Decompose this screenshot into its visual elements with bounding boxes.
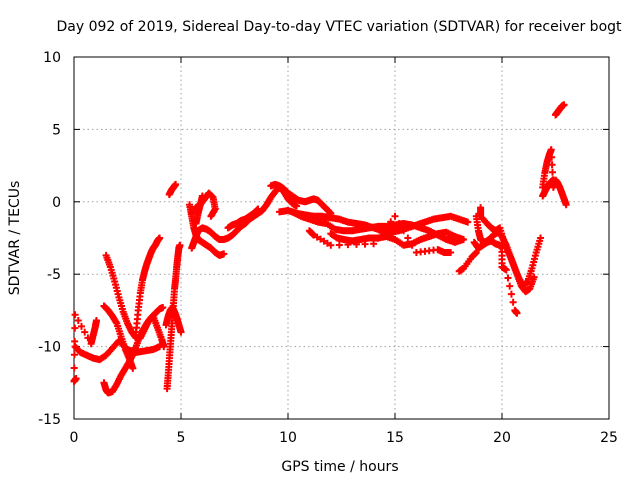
series-arc-X <box>539 146 570 209</box>
data-point <box>92 317 100 325</box>
data-point <box>77 322 85 330</box>
y-tick-labels: -15 -10 -5 0 5 10 <box>38 50 61 428</box>
series-arc-Z <box>552 101 568 119</box>
data-point <box>507 290 515 298</box>
data-point <box>400 227 408 235</box>
data-point <box>172 180 180 188</box>
data-point <box>81 328 89 336</box>
data-point <box>502 266 510 274</box>
series-arc-H <box>162 304 185 336</box>
data-point <box>537 234 545 242</box>
series-arc-T <box>455 248 480 275</box>
y-tick-label: 5 <box>52 122 61 138</box>
data-point <box>472 248 480 256</box>
data-point <box>374 234 382 242</box>
data-point <box>220 250 228 258</box>
data-point <box>160 343 168 351</box>
data-point <box>395 220 403 228</box>
data-point <box>382 223 390 231</box>
y-tick-label: -15 <box>38 412 61 428</box>
x-axis-label: GPS time / hours <box>281 459 398 475</box>
data-point <box>513 309 521 317</box>
data-point <box>344 241 352 249</box>
data-point <box>335 241 343 249</box>
series-arc-Q <box>288 208 467 246</box>
series-arc-I <box>165 180 180 199</box>
data-point <box>254 205 262 213</box>
data-point <box>177 328 185 336</box>
x-tick-label: 5 <box>177 430 186 446</box>
data-point <box>293 202 301 210</box>
data-point <box>560 101 568 109</box>
data-point <box>74 317 82 325</box>
data-points <box>70 101 570 397</box>
series-arc-F <box>70 311 100 385</box>
y-tick-label: -5 <box>47 267 61 283</box>
data-point <box>464 218 472 226</box>
series-arc-L <box>192 192 206 228</box>
data-point <box>159 304 167 312</box>
data-point <box>506 282 514 290</box>
y-tick-label: 10 <box>43 50 61 66</box>
data-point <box>509 298 517 306</box>
data-point <box>447 248 455 256</box>
data-point <box>378 229 386 237</box>
x-tick-labels: 0 5 10 15 20 25 <box>70 430 618 446</box>
data-point <box>404 234 412 242</box>
x-tick-label: 20 <box>493 430 511 446</box>
y-axis-label: SDTVAR / TECUs <box>7 181 23 296</box>
data-point <box>562 201 570 209</box>
series-arc-V <box>477 204 538 296</box>
y-tick-label: -10 <box>38 340 61 356</box>
y-tick-label: 0 <box>52 195 61 211</box>
plot-frame <box>73 56 610 420</box>
data-point <box>71 324 79 332</box>
data-point <box>207 212 215 220</box>
chart-title: Day 092 of 2019, Sidereal Day-to-day VTE… <box>56 19 622 35</box>
series-arc-N <box>224 205 262 232</box>
data-point <box>548 161 556 169</box>
data-point <box>549 168 557 176</box>
series-arc-C <box>100 304 167 397</box>
x-tick-label: 15 <box>386 430 404 446</box>
series-arc-W <box>470 237 521 317</box>
data-point <box>387 218 395 226</box>
data-point <box>530 273 538 281</box>
data-point <box>70 351 78 359</box>
data-point <box>549 176 557 184</box>
data-point <box>71 311 79 319</box>
data-point <box>176 241 184 249</box>
data-point <box>156 234 164 242</box>
data-point <box>391 212 399 220</box>
data-point <box>198 192 206 200</box>
data-point <box>71 337 79 345</box>
data-point <box>547 146 555 154</box>
series-arc-O <box>267 180 335 217</box>
data-point <box>70 377 78 385</box>
series-arc-Y <box>539 176 557 200</box>
data-point <box>327 241 335 249</box>
data-point <box>352 240 360 248</box>
data-point <box>370 240 378 248</box>
data-point <box>408 241 416 249</box>
data-point <box>361 240 369 248</box>
series-arc-A <box>71 337 164 364</box>
data-point <box>504 274 512 282</box>
data-point <box>70 364 78 372</box>
series-arc-D <box>102 251 168 351</box>
series-arc-E <box>132 234 164 336</box>
data-point <box>129 364 137 372</box>
x-tick-label: 10 <box>279 430 297 446</box>
data-point <box>548 153 556 161</box>
data-point <box>459 235 467 243</box>
x-tick-label: 25 <box>600 430 618 446</box>
series-arc-S <box>305 212 455 256</box>
x-tick-label: 0 <box>70 430 79 446</box>
axis-ticks <box>73 56 610 420</box>
